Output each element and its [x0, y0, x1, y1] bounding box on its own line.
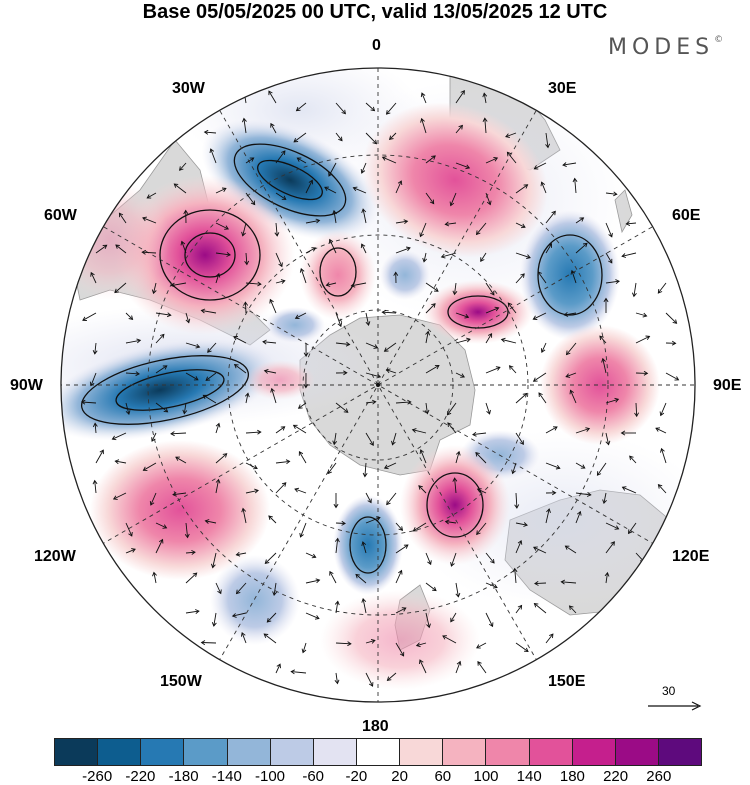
- colorbar: [54, 738, 702, 766]
- colorbar-tick-label: 260: [646, 768, 671, 785]
- colorbar-segment: [184, 739, 227, 765]
- colorbar-segment: [530, 739, 573, 765]
- wind-vector-head: [242, 90, 246, 94]
- colorbar-tick-label: 100: [473, 768, 498, 785]
- lon-label-30w: 30W: [172, 80, 205, 98]
- lon-label-180: 180: [362, 718, 389, 736]
- colorbar-segment: [314, 739, 357, 765]
- reference-vector-arrow: [646, 686, 704, 716]
- colorbar-segment: [443, 739, 486, 765]
- colorbar-tick-label: -20: [346, 768, 368, 785]
- colorbar-segment: [228, 739, 271, 765]
- colorbar-segment: [573, 739, 616, 765]
- colorbar-tick-label: -220: [125, 768, 155, 785]
- lon-label-120w: 120W: [34, 548, 76, 566]
- colorbar-segment: [616, 739, 659, 765]
- lon-label-150w: 150W: [160, 673, 202, 691]
- colorbar-segment: [400, 739, 443, 765]
- colorbar-tick-label: 140: [517, 768, 542, 785]
- colorbar-tick-label: 220: [603, 768, 628, 785]
- colorbar-tick-label: 20: [391, 768, 408, 785]
- map-disc: [0, 50, 710, 720]
- colorbar-tick-label: -180: [169, 768, 199, 785]
- colorbar-tick-label: -260: [82, 768, 112, 785]
- colorbar-segment: [357, 739, 400, 765]
- colorbar-tick-label: -100: [255, 768, 285, 785]
- colorbar-segment: [141, 739, 184, 765]
- colorbar-segment: [55, 739, 98, 765]
- wind-vector: [202, 643, 217, 644]
- wind-vector: [535, 583, 546, 584]
- lon-label-90e: 90E: [713, 377, 741, 395]
- colorbar-segment: [271, 739, 314, 765]
- lon-label-90w: 90W: [10, 377, 43, 395]
- colorbar-tick-label: -60: [302, 768, 324, 785]
- pole-dot: [376, 383, 380, 387]
- colorbar-tick-label: 60: [434, 768, 451, 785]
- lon-label-60w: 60W: [44, 207, 77, 225]
- colorbar-tick-label: -140: [212, 768, 242, 785]
- colorbar-segment: [98, 739, 141, 765]
- lon-label-60e: 60E: [672, 207, 700, 225]
- lon-label-0: 0: [372, 37, 381, 55]
- lon-label-30e: 30E: [548, 80, 576, 98]
- lon-label-150e: 150E: [548, 673, 585, 691]
- colorbar-segment: [486, 739, 529, 765]
- colorbar-tick-label: 180: [560, 768, 585, 785]
- colorbar-segment: [659, 739, 701, 765]
- lon-label-120e: 120E: [672, 548, 709, 566]
- wind-vector: [245, 302, 246, 313]
